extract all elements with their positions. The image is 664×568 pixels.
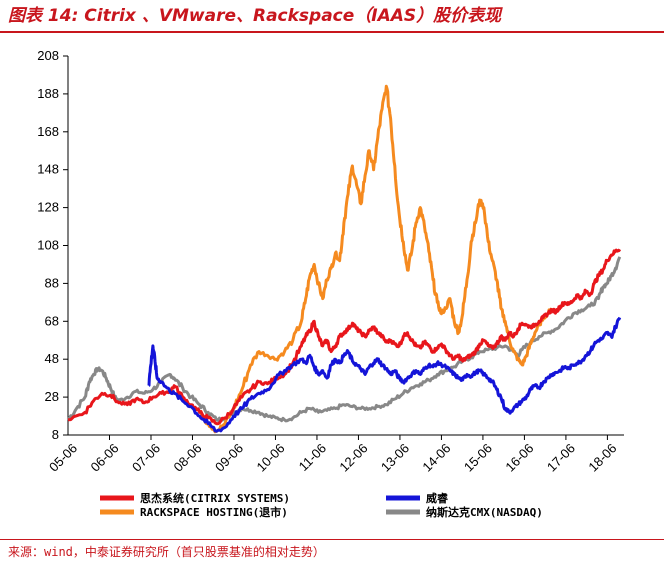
source-rule [0, 539, 664, 540]
line-chart: 8 28 48 68 88 108 128 148 168 188 208 05-06 06-06 07… [37, 48, 624, 519]
chart-axes [67, 56, 624, 436]
y-tick-label: 188 [37, 86, 59, 101]
figure-title: 图表 14: Citrix 、VMware、Rackspace（IAAS）股价表… [8, 6, 502, 26]
title-rule [0, 31, 664, 33]
legend-label: 思杰系统(CITRIX SYSTEMS) [140, 491, 290, 505]
x-tick-label: 07-06 [129, 441, 163, 475]
chart-legend: 思杰系统(CITRIX SYSTEMS) 威睿 RACKSPACE HOSTING(… [100, 491, 543, 519]
x-tick-label: 14-06 [419, 441, 453, 475]
y-tick-label: 208 [37, 48, 59, 63]
x-tick-label: 08-06 [170, 441, 204, 475]
x-tick-label: 06-06 [87, 441, 121, 475]
y-tick-label: 168 [37, 124, 59, 139]
series-lines [66, 84, 622, 434]
x-axis-ticks: 05-06 06-06 07-06 08-06 09-06 10-06 11-06 12-06… [46, 435, 620, 475]
y-axis-ticks: 8 28 48 68 88 108 128 148 168 188 208 [37, 48, 68, 442]
x-tick-label: 10-06 [253, 441, 287, 475]
series-line-3 [66, 256, 622, 423]
series-line-1 [147, 316, 622, 433]
series-line-2 [198, 84, 554, 434]
y-tick-label: 68 [45, 313, 59, 328]
legend-label: 威睿 [426, 491, 449, 505]
x-tick-label: 11-06 [296, 441, 329, 474]
y-tick-label: 128 [37, 200, 59, 215]
y-tick-label: 108 [37, 238, 59, 253]
x-tick-label: 09-06 [212, 441, 246, 475]
x-tick-label: 18-06 [585, 441, 619, 475]
y-tick-label: 88 [45, 275, 59, 290]
y-tick-label: 148 [37, 162, 59, 177]
legend-label: RACKSPACE HOSTING(退市) [140, 505, 288, 519]
legend-label: 纳斯达克CMX(NASDAQ) [426, 505, 543, 519]
x-tick-label: 17-06 [544, 441, 578, 475]
y-tick-label: 48 [45, 351, 59, 366]
series-line-0 [67, 248, 622, 426]
y-tick-label: 28 [45, 389, 59, 404]
x-tick-label: 05-06 [46, 441, 80, 475]
y-tick-label: 8 [52, 427, 59, 442]
x-tick-label: 12-06 [336, 441, 370, 475]
x-tick-label: 15-06 [461, 441, 495, 475]
x-tick-label: 13-06 [378, 441, 412, 475]
x-tick-label: 16-06 [502, 441, 536, 475]
source-note: 来源：wind，中泰证券研究所（首只股票基准的相对走势） [8, 545, 325, 559]
